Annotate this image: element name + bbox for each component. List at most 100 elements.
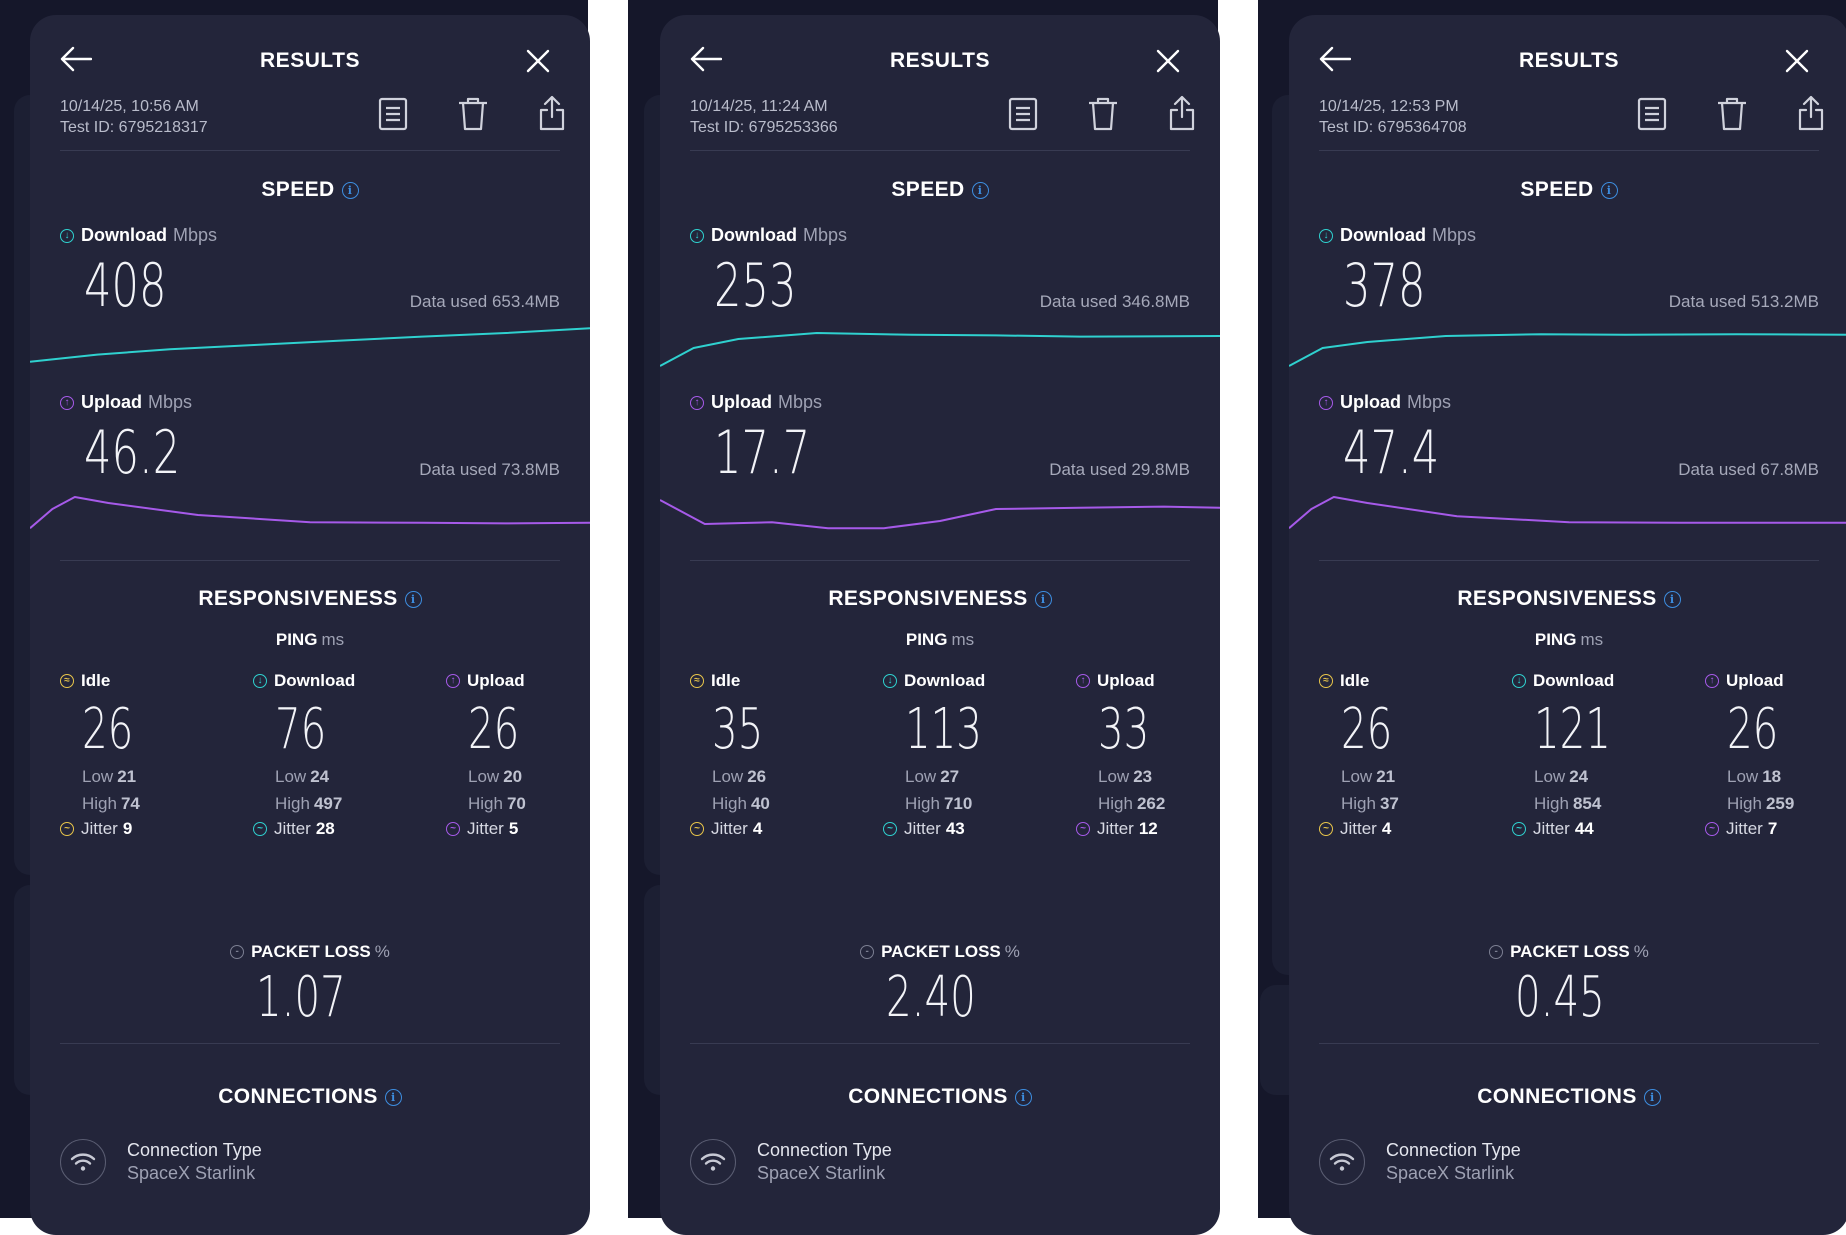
trash-icon[interactable] — [457, 97, 489, 131]
document-icon[interactable] — [1637, 97, 1667, 131]
download-arrow-icon: ↓ — [253, 674, 267, 688]
upload-speed-value: 46.2 — [84, 418, 181, 488]
download-text: Download — [81, 225, 167, 245]
download-ping-value: 113 — [905, 697, 982, 762]
download-jitter: ~ Jitter 43 — [883, 819, 1053, 839]
download-high: High 497 — [275, 794, 343, 813]
upload-unit: Mbps — [778, 392, 823, 412]
back-arrow-icon[interactable] — [690, 46, 722, 72]
info-icon[interactable]: i — [971, 182, 989, 199]
connection-icon-circle — [690, 1139, 736, 1185]
divider — [690, 560, 1190, 561]
download-ping-text: Download — [274, 671, 356, 690]
idle-label: ≈ Idle — [690, 671, 860, 691]
page-title: RESULTS — [1519, 49, 1619, 72]
back-arrow-icon[interactable] — [60, 46, 92, 72]
upload-label: ↑ Upload Mbps — [60, 392, 192, 413]
jitter-icon: ~ — [1512, 822, 1526, 836]
info-icon[interactable]: i — [1600, 182, 1618, 199]
upload-low: Low 20 — [468, 767, 523, 786]
test-datetime: 10/14/25, 11:24 AM — [690, 98, 828, 115]
download-low: Low 24 — [275, 767, 330, 786]
download-ping-label: ↓ Download — [1512, 671, 1682, 691]
responsiveness-label: RESPONSIVENESS — [198, 587, 398, 610]
document-icon[interactable] — [378, 97, 408, 131]
trace-line — [1289, 496, 1846, 529]
info-icon[interactable]: i — [384, 1089, 402, 1106]
trace-line — [30, 327, 590, 363]
ping-unit: ms — [951, 630, 975, 649]
upload-jitter: ~ Jitter 12 — [1076, 819, 1220, 839]
close-icon[interactable] — [1156, 49, 1180, 73]
trash-icon[interactable] — [1087, 97, 1119, 131]
connection-icon-circle — [60, 1139, 106, 1185]
download-low: Low 24 — [1534, 767, 1589, 786]
download-speed-value: 408 — [84, 251, 167, 321]
idle-jitter: ~ Jitter 4 — [690, 819, 860, 839]
upload-arrow-icon: ↑ — [690, 395, 704, 410]
info-icon[interactable]: i — [1663, 591, 1681, 608]
share-icon[interactable] — [1797, 94, 1825, 131]
upload-ping-value: 33 — [1098, 697, 1150, 762]
download-jitter: ~ Jitter 28 — [253, 819, 423, 839]
info-icon[interactable]: i — [341, 182, 359, 199]
download-speed-value: 378 — [1343, 251, 1426, 321]
upload-jitter: ~ Jitter 5 — [446, 819, 590, 839]
jitter-icon: ~ — [1705, 822, 1719, 836]
result-card-3: RESULTS 10/14/25, 12:53 PM Test ID: 6795… — [1289, 15, 1846, 1235]
idle-ping-value: 26 — [82, 697, 134, 762]
back-arrow-icon[interactable] — [1319, 46, 1351, 72]
divider — [1319, 150, 1819, 151]
upload-high: High 70 — [468, 794, 526, 813]
download-arrow-icon: ↓ — [1512, 674, 1526, 688]
upload-jitter: ~ Jitter 7 — [1705, 819, 1846, 839]
upload-data-used: Data used 67.8MB — [1678, 460, 1819, 479]
upload-label: ↑ Upload Mbps — [1319, 392, 1451, 413]
wifi-icon — [70, 1153, 96, 1171]
close-icon[interactable] — [526, 49, 550, 73]
download-data-used: Data used 513.2MB — [1668, 292, 1819, 311]
download-low: Low 27 — [905, 767, 960, 786]
share-icon[interactable] — [1168, 94, 1196, 131]
download-arrow-icon: ↓ — [883, 674, 897, 688]
upload-text: Upload — [81, 392, 142, 412]
share-icon[interactable] — [538, 94, 566, 131]
upload-arrow-icon: ↑ — [446, 674, 460, 688]
info-icon[interactable]: i — [1014, 1089, 1032, 1106]
info-icon[interactable]: i — [1034, 591, 1052, 608]
idle-high: High 74 — [82, 794, 140, 813]
ping-header: PING ms — [30, 630, 590, 650]
upload-ping-value: 26 — [1727, 697, 1779, 762]
ping-upload-column: ↑ Upload 26 Low 18 High 259 ~ Jitter 7 — [1705, 671, 1846, 839]
ping-upload-column: ↑ Upload 33 Low 23 High 262 ~ Jitter 12 — [1076, 671, 1220, 839]
upload-unit: Mbps — [1407, 392, 1452, 412]
close-icon[interactable] — [1785, 49, 1809, 73]
ping-header: PING ms — [660, 630, 1220, 650]
info-icon[interactable]: i — [404, 591, 422, 608]
upload-text: Upload — [711, 392, 772, 412]
ping-label: PING — [905, 630, 948, 649]
upload-trace — [1289, 496, 1846, 529]
ping-idle-column: ≈ Idle 26 Low 21 High 74 ~ Jitter 9 — [60, 671, 230, 839]
trace-line — [30, 496, 590, 529]
ping-label: PING — [275, 630, 318, 649]
connection-type-label: Connection Type — [757, 1140, 892, 1160]
connection-info: Connection Type SpaceX Starlink — [1386, 1139, 1521, 1185]
speed-label: SPEED — [891, 178, 965, 201]
idle-icon: ≈ — [690, 674, 704, 688]
packet-loss-icon: - — [230, 945, 245, 959]
upload-data-used: Data used 29.8MB — [1049, 460, 1190, 479]
test-datetime: 10/14/25, 12:53 PM — [1319, 98, 1459, 115]
packet-loss-label: - PACKET LOSS% — [660, 942, 1220, 962]
ping-idle-column: ≈ Idle 35 Low 26 High 40 ~ Jitter 4 — [690, 671, 860, 839]
document-icon[interactable] — [1008, 97, 1038, 131]
speed-section-title: SPEED i — [30, 178, 590, 202]
connection-icon-circle — [1319, 1139, 1365, 1185]
trash-icon[interactable] — [1716, 97, 1748, 131]
connections-label: CONNECTIONS — [218, 1085, 378, 1108]
info-icon[interactable]: i — [1643, 1089, 1661, 1106]
upload-ping-label: ↑ Upload — [446, 671, 590, 691]
trace-line — [660, 499, 1220, 530]
connection-provider: SpaceX Starlink — [1386, 1163, 1515, 1183]
download-unit: Mbps — [1432, 225, 1477, 245]
